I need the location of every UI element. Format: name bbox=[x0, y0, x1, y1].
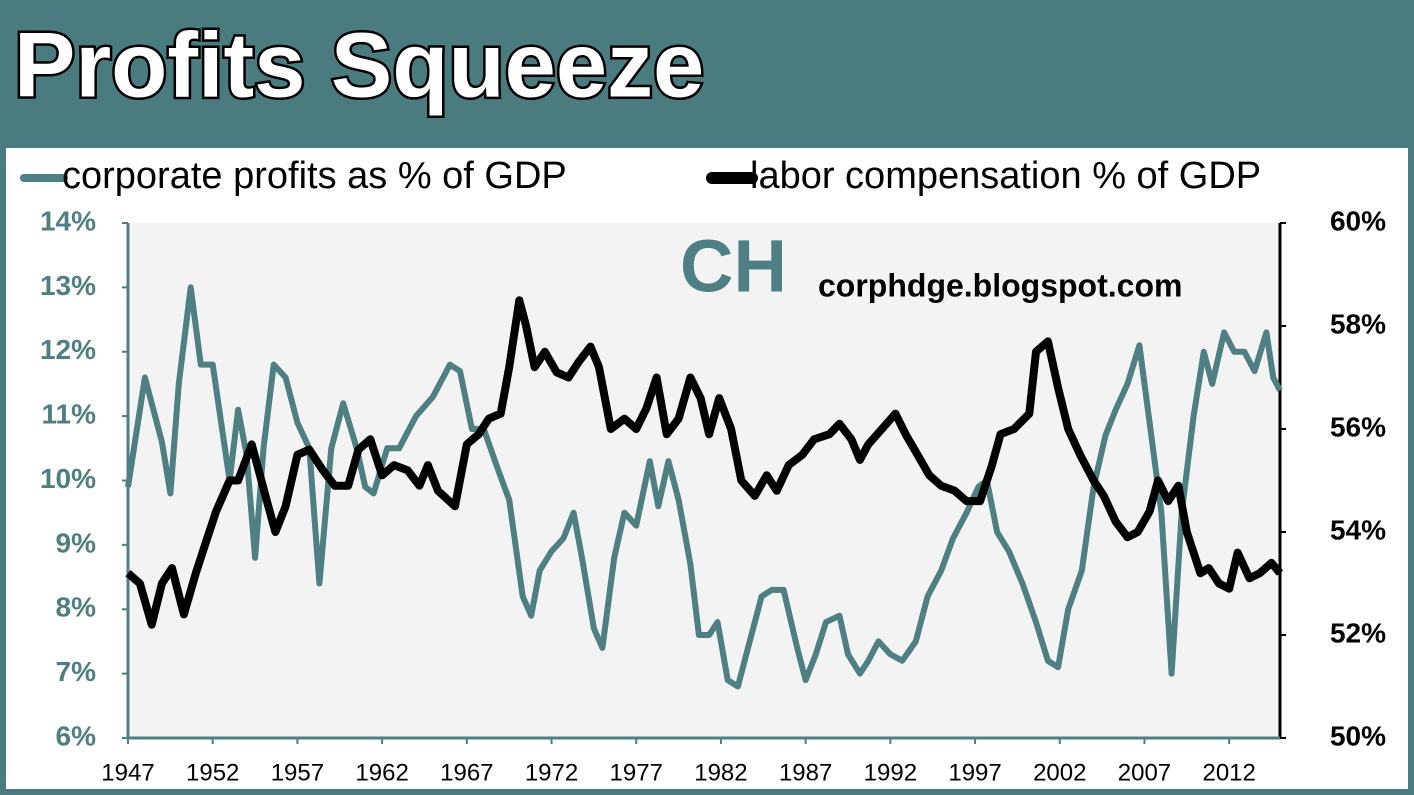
plot-background bbox=[128, 223, 1280, 738]
y2-tick-label: 54% bbox=[1330, 514, 1386, 545]
y-tick-label: 8% bbox=[56, 592, 97, 623]
series-line bbox=[125, 284, 1283, 690]
watermark: CH bbox=[680, 225, 787, 308]
x-tick-label: 1977 bbox=[610, 759, 663, 786]
y2-tick-label: 56% bbox=[1330, 411, 1386, 442]
x-tick-label: 1957 bbox=[271, 759, 324, 786]
y-tick-label: 13% bbox=[40, 270, 96, 301]
y-tick-label: 14% bbox=[40, 205, 96, 236]
legend-label: labor compensation % of GDP bbox=[750, 155, 1261, 197]
y2-tick-label: 50% bbox=[1330, 720, 1386, 751]
x-tick-label: 1947 bbox=[101, 759, 154, 786]
x-tick-label: 1987 bbox=[779, 759, 832, 786]
y-tick-label: 6% bbox=[56, 720, 97, 751]
x-tick-label: 1972 bbox=[525, 759, 578, 786]
x-tick-label: 2002 bbox=[1033, 759, 1086, 786]
chart-title: Profits Squeeze bbox=[14, 14, 704, 116]
x-tick-label: 1962 bbox=[355, 759, 408, 786]
y-tick-label: 11% bbox=[42, 399, 97, 430]
legend-label: corporate profits as % of GDP bbox=[62, 155, 567, 197]
watermark-url: corphdge.blogspot.com bbox=[818, 267, 1182, 303]
x-tick-label: 2007 bbox=[1118, 759, 1171, 786]
y-tick-label: 7% bbox=[56, 656, 97, 687]
y-tick-label: 9% bbox=[56, 527, 97, 558]
x-tick-label: 1967 bbox=[440, 759, 493, 786]
x-tick-label: 1952 bbox=[186, 759, 239, 786]
x-tick-label: 1982 bbox=[694, 759, 747, 786]
series-line bbox=[125, 296, 1284, 629]
y2-tick-label: 58% bbox=[1330, 308, 1386, 339]
x-tick-label: 2012 bbox=[1202, 759, 1255, 786]
y2-tick-label: 60% bbox=[1330, 205, 1386, 236]
x-tick-label: 1997 bbox=[948, 759, 1001, 786]
y2-tick-label: 52% bbox=[1330, 617, 1386, 648]
y-tick-label: 10% bbox=[40, 463, 96, 494]
y-tick-label: 12% bbox=[40, 334, 96, 365]
x-tick-label: 1992 bbox=[864, 759, 917, 786]
